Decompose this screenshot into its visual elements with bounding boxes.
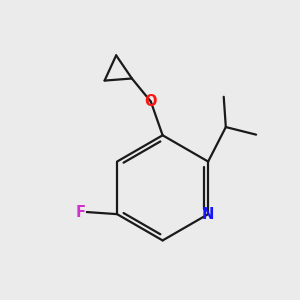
Text: O: O (145, 94, 157, 109)
Text: N: N (202, 207, 214, 222)
Text: F: F (76, 205, 85, 220)
